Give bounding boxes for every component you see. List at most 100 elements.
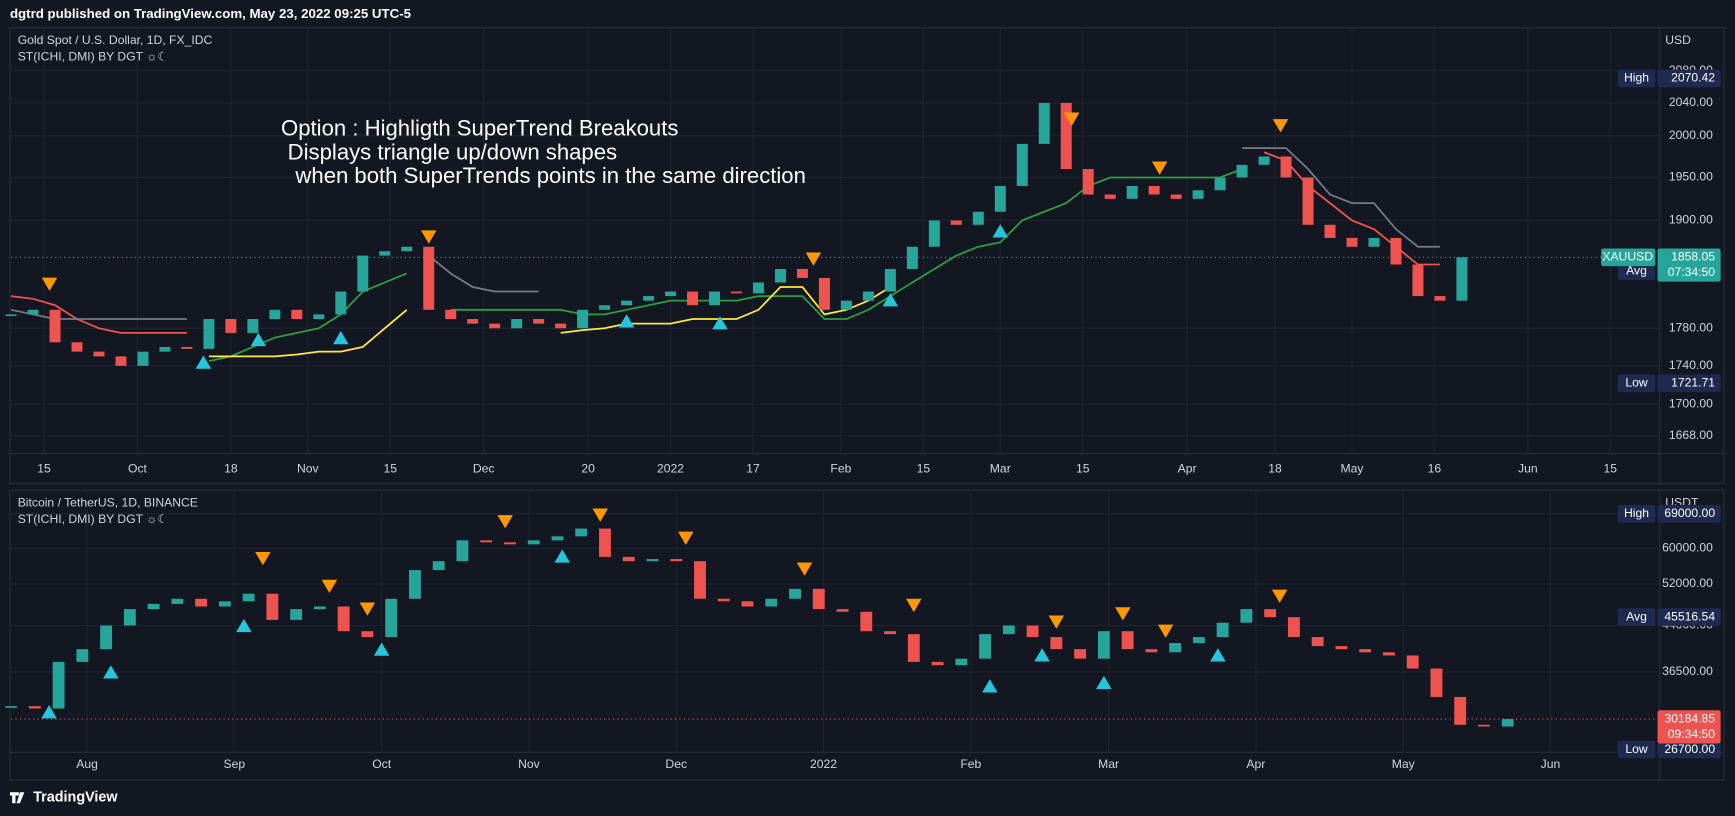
candle xyxy=(1026,625,1039,638)
candle xyxy=(551,536,564,541)
candle xyxy=(1478,724,1490,727)
candle xyxy=(1430,668,1443,697)
candle xyxy=(1406,655,1419,669)
candle xyxy=(1302,177,1314,225)
logo xyxy=(9,792,25,804)
candle xyxy=(1346,237,1358,247)
candle xyxy=(1214,177,1226,191)
candle xyxy=(907,634,920,662)
candle xyxy=(385,598,398,638)
candle xyxy=(665,291,677,297)
candle xyxy=(1145,649,1158,653)
price-tag-value: 2070.42 xyxy=(1671,71,1715,85)
x-tick-label: 15 xyxy=(1076,461,1090,475)
footer: TradingView xyxy=(33,790,118,806)
last-price-box xyxy=(1657,710,1721,744)
candle xyxy=(1104,194,1116,199)
candle xyxy=(643,296,655,301)
candle xyxy=(337,606,350,632)
candle xyxy=(432,561,445,571)
candle xyxy=(511,319,523,329)
candle xyxy=(1082,169,1094,195)
annotation: when both SuperTrends points in the same… xyxy=(294,163,805,188)
candle xyxy=(1382,652,1395,656)
x-tick-label: 15 xyxy=(37,461,51,475)
price-tag-box xyxy=(1617,69,1656,88)
candle xyxy=(456,540,469,562)
price-tag-value-box xyxy=(1657,608,1721,626)
price-tag-value: 26700.00 xyxy=(1664,742,1715,756)
signal-up xyxy=(882,293,899,307)
candle xyxy=(195,598,208,607)
x-tick-label: 20 xyxy=(581,461,595,475)
indicator-name: ST(ICHI, DMI) BY DGT ☼☾ xyxy=(18,512,169,526)
pane-title: Bitcoin / TetherUS, 1D, BINANCE xyxy=(18,496,198,510)
signal-up xyxy=(333,330,349,345)
candle xyxy=(884,631,896,635)
candle xyxy=(812,588,825,610)
candle xyxy=(5,314,17,317)
price-tag-name: Low xyxy=(1625,742,1648,756)
candle xyxy=(979,634,992,659)
signal-up xyxy=(992,224,1009,238)
annotation: Displays triangle up/down shapes xyxy=(288,140,617,165)
candle xyxy=(335,291,347,315)
candle xyxy=(994,185,1006,212)
last-price: 1858.05 xyxy=(1671,250,1715,264)
candle xyxy=(357,255,369,292)
x-tick-label: Mar xyxy=(1098,757,1119,771)
last-name-box xyxy=(1601,248,1656,267)
x-tick-label: Dec xyxy=(665,757,687,771)
candle xyxy=(972,211,984,225)
candle xyxy=(906,246,918,269)
x-tick-label: 18 xyxy=(224,461,238,475)
last-time: 09:34:50 xyxy=(1668,727,1716,741)
x-tick-label: Feb xyxy=(830,461,851,475)
annotation: Option : Highligth SuperTrend Breakouts xyxy=(281,115,678,140)
y-tick-label: 2000.00 xyxy=(1669,128,1713,142)
candle xyxy=(242,593,255,602)
x-tick-label: Oct xyxy=(128,461,148,475)
candle xyxy=(313,606,326,610)
candle xyxy=(218,601,231,607)
y-tick-label: 36500.00 xyxy=(1662,664,1713,678)
candle xyxy=(1121,631,1134,650)
candle xyxy=(504,542,516,545)
x-tick-label: 15 xyxy=(383,461,397,475)
y-tick-label: 1740.00 xyxy=(1669,358,1713,372)
candle xyxy=(860,611,873,632)
candle xyxy=(159,346,171,352)
candle xyxy=(774,268,786,283)
signal-down xyxy=(420,230,437,244)
supertrend-line xyxy=(208,286,891,358)
signal-down xyxy=(1151,161,1168,175)
candle xyxy=(955,658,968,666)
candle xyxy=(862,291,874,301)
price-tag-box xyxy=(1617,608,1656,626)
signal-down xyxy=(1272,119,1289,133)
candle xyxy=(884,268,896,292)
last-name: XAUUSD xyxy=(1602,250,1653,264)
candle xyxy=(1002,625,1015,635)
x-tick-label: Apr xyxy=(1178,461,1197,475)
signal-down xyxy=(1157,624,1174,638)
signal-up xyxy=(618,314,635,328)
x-tick-label: May xyxy=(1341,461,1365,475)
candle xyxy=(123,609,136,626)
candle xyxy=(49,309,61,343)
price-tag-value-box xyxy=(1657,69,1721,88)
candle xyxy=(401,246,413,252)
candle xyxy=(52,661,65,709)
candle xyxy=(752,282,764,294)
candle xyxy=(290,609,303,620)
y-tick-label: 60000.00 xyxy=(1662,541,1713,555)
candle xyxy=(1412,264,1424,297)
candle xyxy=(670,559,683,562)
candle xyxy=(480,540,493,543)
x-tick-label: Nov xyxy=(297,461,320,475)
price-tag-name: Avg xyxy=(1626,263,1647,277)
pane-border xyxy=(9,489,1725,781)
price-tag-box xyxy=(1617,504,1656,523)
signal-up xyxy=(236,618,252,633)
signal-up xyxy=(1210,648,1226,662)
